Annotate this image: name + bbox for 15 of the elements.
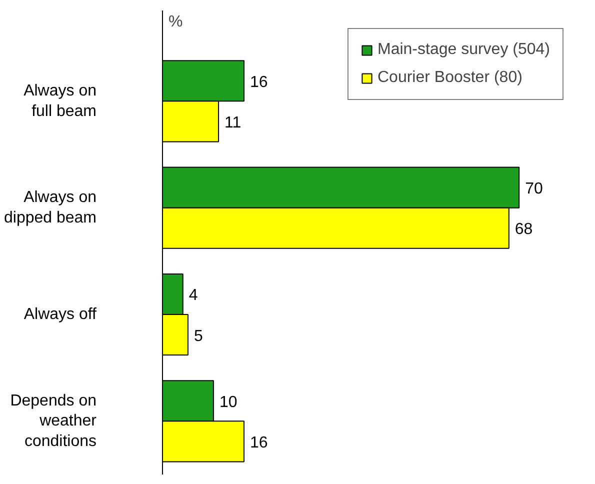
y-tick-label: Always off <box>24 306 98 323</box>
annotation: % <box>168 14 183 30</box>
data-label: 4 <box>188 287 198 304</box>
legend-label: Main-stage survey (504) <box>377 41 550 59</box>
data-label: 10 <box>219 394 238 411</box>
legend-label: Courier Booster (80) <box>377 69 522 87</box>
y-tick-label: Always on dipped beam <box>4 189 96 227</box>
data-label: 16 <box>250 434 268 452</box>
y-tick-label: Depends on weather conditions <box>10 392 98 450</box>
data-label: 11 <box>224 114 242 132</box>
y-tick-label: Always on full beam <box>24 82 96 120</box>
data-label: 16 <box>250 74 268 91</box>
data-label: 68 <box>514 221 533 238</box>
data-label: 5 <box>194 328 203 345</box>
data-label: 70 <box>525 180 543 198</box>
